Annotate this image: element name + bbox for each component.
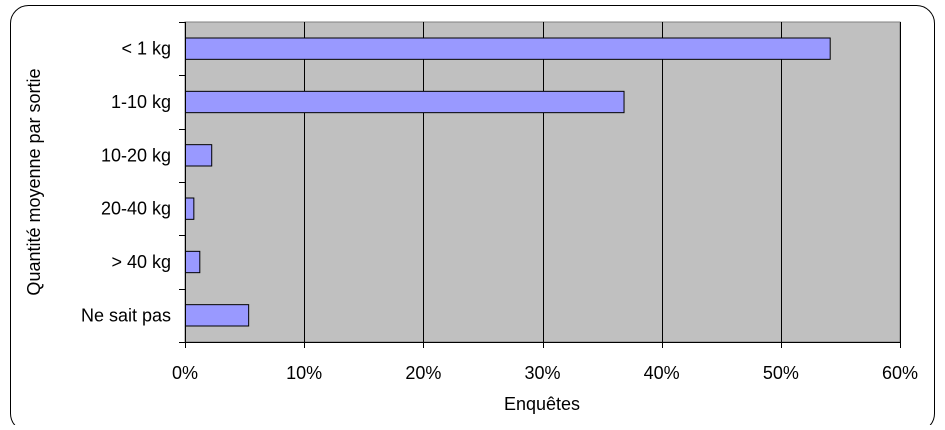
x-tick-label: 50% — [763, 363, 799, 383]
y-category-label: 20-40 kg — [101, 199, 171, 219]
y-category-label: Ne sait pas — [81, 305, 171, 325]
bar-1 — [185, 90, 625, 114]
x-axis-title: Enquêtes — [504, 394, 580, 414]
y-axis-title: Quantité moyenne par sortie — [24, 68, 44, 295]
x-tick-label: 10% — [286, 363, 322, 383]
bar-0 — [185, 37, 831, 60]
x-tick-label: 40% — [644, 363, 680, 383]
y-category-label: 1-10 kg — [111, 92, 171, 112]
y-category-label: 10-20 kg — [101, 145, 171, 165]
bar-2 — [185, 144, 213, 167]
plot-area — [184, 21, 901, 343]
gridlines — [304, 22, 901, 342]
x-tick-label: 60% — [882, 363, 918, 383]
x-tick-label: 20% — [405, 363, 441, 383]
tick-labels: 0% 10% 20% 30% 40% 50% 60% < 1 kg 1-10 kg 10-20 k… — [81, 39, 918, 383]
axes — [179, 22, 901, 348]
bar-5 — [185, 304, 250, 327]
bar-4 — [185, 250, 201, 274]
y-category-label: > 40 kg — [111, 252, 171, 272]
bar-3 — [185, 197, 195, 220]
bars — [185, 37, 831, 327]
y-category-label: < 1 kg — [121, 39, 171, 59]
x-tick-label: 0% — [172, 363, 198, 383]
x-tick-label: 30% — [524, 363, 560, 383]
